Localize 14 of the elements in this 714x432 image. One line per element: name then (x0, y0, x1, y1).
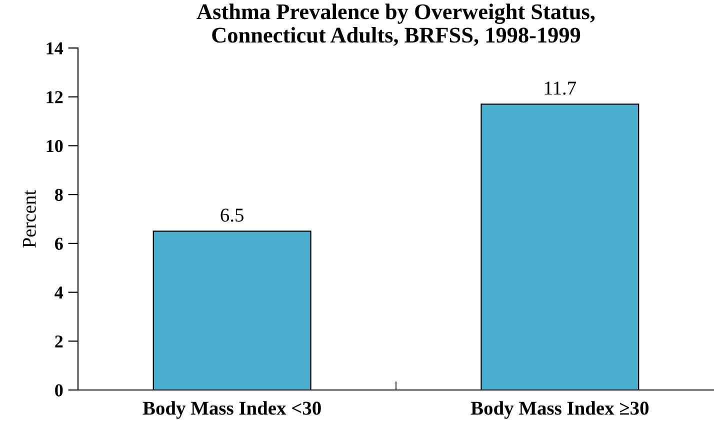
data-label: 11.7 (544, 82, 576, 95)
y-tick-label: 12 (46, 91, 63, 104)
y-tick-label: 14 (46, 42, 64, 54)
y-tick-label: 0 (55, 384, 63, 396)
y-tick-label: 2 (55, 335, 63, 348)
y-axis-title: Percent (22, 190, 36, 248)
y-tick-label: 10 (46, 140, 63, 152)
chart-title: Asthma Prevalence by Overweight Status, Connecticut Adults, BRFSS, 1998-1999 (196, 4, 595, 46)
x-tick-label: Body Mass Index <30 (142, 401, 321, 419)
data-label: 6.5 (220, 208, 244, 222)
x-tick-label: Body Mass Index ≥30 (470, 401, 649, 419)
y-tick-label: 8 (54, 188, 63, 202)
y-tick-label: 4 (54, 286, 64, 299)
y-tick-label: 6 (55, 238, 63, 250)
